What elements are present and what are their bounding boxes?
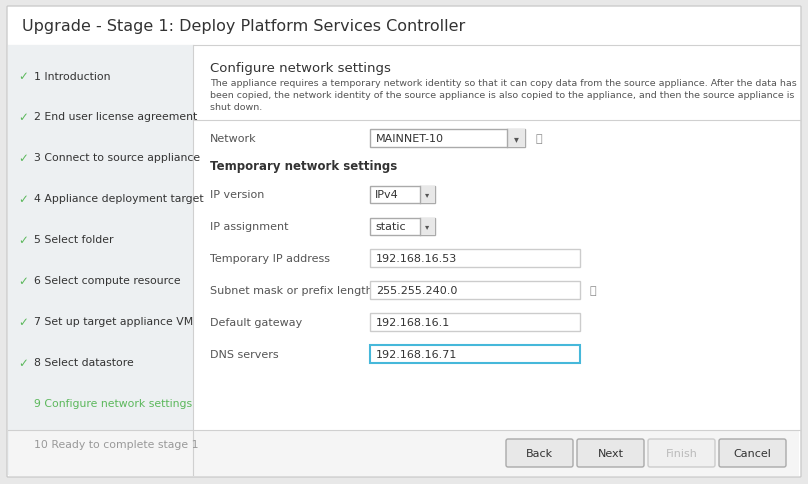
Bar (420, 186, 435, 203)
Text: Subnet mask or prefix length: Subnet mask or prefix length (210, 286, 372, 295)
FancyBboxPatch shape (506, 439, 573, 467)
Text: 255.255.240.0: 255.255.240.0 (376, 286, 457, 295)
FancyBboxPatch shape (370, 186, 435, 203)
Text: 9 Configure network settings: 9 Configure network settings (34, 399, 192, 408)
Bar (8, 46, 193, 475)
FancyBboxPatch shape (370, 281, 580, 300)
Text: 2 End user license agreement: 2 End user license agreement (34, 112, 197, 122)
Text: ▾: ▾ (425, 222, 430, 231)
Text: ⓘ: ⓘ (535, 134, 541, 144)
Text: DNS servers: DNS servers (210, 349, 279, 359)
Text: static: static (375, 222, 406, 231)
Text: Configure network settings: Configure network settings (210, 62, 391, 75)
FancyBboxPatch shape (370, 313, 580, 332)
Text: MAINNET-10: MAINNET-10 (376, 134, 444, 144)
Text: IP version: IP version (210, 190, 264, 199)
Text: 10 Ready to complete stage 1: 10 Ready to complete stage 1 (34, 439, 199, 450)
Text: 192.168.16.71: 192.168.16.71 (376, 349, 457, 359)
FancyBboxPatch shape (648, 439, 715, 467)
Text: Network: Network (210, 134, 257, 144)
Text: 6 Select compute resource: 6 Select compute resource (34, 276, 181, 286)
FancyBboxPatch shape (370, 130, 525, 148)
Text: ✓: ✓ (18, 70, 27, 83)
FancyBboxPatch shape (370, 345, 580, 363)
Text: IP assignment: IP assignment (210, 222, 288, 231)
Bar (9, 430, 799, 476)
FancyBboxPatch shape (7, 7, 801, 477)
Text: 192.168.16.1: 192.168.16.1 (376, 318, 450, 327)
Text: Next: Next (597, 448, 624, 458)
FancyBboxPatch shape (577, 439, 644, 467)
Text: ✓: ✓ (18, 316, 27, 328)
Text: ✓: ✓ (18, 274, 27, 287)
Text: ✓: ✓ (18, 111, 27, 124)
Text: ✓: ✓ (18, 356, 27, 369)
Text: ✓: ✓ (18, 151, 27, 165)
Text: 4 Appliance deployment target: 4 Appliance deployment target (34, 194, 204, 204)
Text: Temporary network settings: Temporary network settings (210, 160, 398, 173)
Text: Upgrade - Stage 1: Deploy Platform Services Controller: Upgrade - Stage 1: Deploy Platform Servi… (22, 19, 465, 34)
FancyBboxPatch shape (370, 218, 435, 235)
Text: shut down.: shut down. (210, 103, 263, 112)
Text: been copied, the network identity of the source appliance is also copied to the : been copied, the network identity of the… (210, 91, 794, 100)
Text: Cancel: Cancel (734, 448, 772, 458)
Text: The appliance requires a temporary network identity so that it can copy data fro: The appliance requires a temporary netwo… (210, 79, 797, 88)
Text: ✓: ✓ (18, 233, 27, 246)
Text: 1 Introduction: 1 Introduction (34, 71, 111, 81)
Text: ⓘ: ⓘ (590, 286, 596, 295)
Text: 7 Set up target appliance VM: 7 Set up target appliance VM (34, 317, 193, 327)
Text: 192.168.16.53: 192.168.16.53 (376, 254, 457, 263)
Bar (507, 130, 525, 148)
Text: Finish: Finish (666, 448, 697, 458)
FancyBboxPatch shape (719, 439, 786, 467)
Text: IPv4: IPv4 (375, 190, 399, 199)
Text: 3 Connect to source appliance: 3 Connect to source appliance (34, 153, 200, 163)
FancyBboxPatch shape (370, 249, 580, 268)
Text: ✓: ✓ (18, 193, 27, 206)
Text: Back: Back (526, 448, 553, 458)
Text: Temporary IP address: Temporary IP address (210, 254, 330, 263)
Text: ▾: ▾ (425, 190, 430, 199)
Text: 5 Select folder: 5 Select folder (34, 235, 113, 245)
Text: Default gateway: Default gateway (210, 318, 302, 327)
Text: ▾: ▾ (514, 134, 519, 144)
Bar (420, 218, 435, 235)
Text: 8 Select datastore: 8 Select datastore (34, 358, 134, 368)
